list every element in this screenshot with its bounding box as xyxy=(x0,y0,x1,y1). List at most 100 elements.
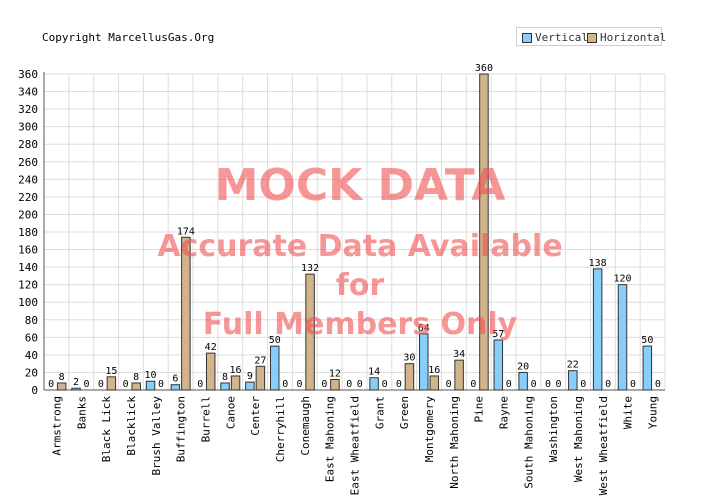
x-tick-label: Burrell xyxy=(199,396,212,442)
data-label-horizontal: 0 xyxy=(357,379,363,390)
bar-horizontal xyxy=(230,375,241,391)
legend-label-vertical: Vertical xyxy=(535,31,588,44)
bar-horizontal xyxy=(181,236,191,391)
data-label-vertical: 0 xyxy=(470,379,476,390)
bar-horizontal xyxy=(404,363,415,391)
x-tick-label: Montgomery xyxy=(423,396,436,463)
y-tick-label: 260 xyxy=(18,156,38,169)
x-tick-label: West Wheatfield xyxy=(597,396,610,495)
x-tick-label: Center xyxy=(249,396,262,436)
x-tick-label: Washington xyxy=(547,396,560,462)
x-tick-label: West Mahoning xyxy=(572,396,585,482)
bar-horizontal xyxy=(106,376,117,391)
bar-vertical xyxy=(518,371,528,391)
legend-swatch-horizontal xyxy=(587,32,597,43)
data-label-horizontal: 8 xyxy=(59,372,65,383)
data-label-horizontal: 12 xyxy=(329,368,341,379)
data-label-horizontal: 8 xyxy=(133,372,139,383)
bar-vertical xyxy=(493,339,504,391)
data-label-vertical: 0 xyxy=(98,379,104,390)
x-tick-label: Brush Valley xyxy=(150,396,163,476)
bar-vertical xyxy=(568,370,578,391)
bar-horizontal xyxy=(429,375,440,391)
legend-item-horizontal: Horizontal xyxy=(587,31,666,44)
y-tick-label: 80 xyxy=(25,314,38,327)
data-label-vertical: 64 xyxy=(418,323,430,334)
y-tick-label: 100 xyxy=(18,296,38,309)
y-tick-label: 300 xyxy=(18,121,38,134)
bar-vertical xyxy=(71,387,81,391)
bar-vertical xyxy=(170,384,181,391)
bar-vertical xyxy=(245,381,255,391)
data-label-vertical: 57 xyxy=(492,329,504,340)
bar-horizontal xyxy=(255,365,266,391)
data-label-horizontal: 0 xyxy=(580,379,586,390)
data-label-vertical: 10 xyxy=(145,370,157,381)
bar-horizontal xyxy=(305,273,315,391)
y-tick-label: 360 xyxy=(18,68,38,81)
bar-vertical xyxy=(269,345,280,391)
x-tick-label: Canoe xyxy=(224,396,237,429)
x-tick-label: Cherryhill xyxy=(274,396,287,462)
data-label-vertical: 9 xyxy=(247,371,253,382)
data-label-vertical: 0 xyxy=(321,379,327,390)
data-label-vertical: 0 xyxy=(446,379,452,390)
copyright-text: Copyright MarcellusGas.Org xyxy=(42,31,215,44)
data-label-vertical: 0 xyxy=(545,379,551,390)
data-label-vertical: 0 xyxy=(297,379,303,390)
data-label-vertical: 120 xyxy=(613,274,631,285)
data-label-horizontal: 132 xyxy=(301,263,319,274)
data-label-horizontal: 0 xyxy=(282,379,288,390)
data-label-horizontal: 0 xyxy=(655,379,661,390)
data-label-horizontal: 0 xyxy=(506,379,512,390)
x-tick-label: Pine xyxy=(473,396,486,423)
y-tick-label: 0 xyxy=(31,384,38,397)
legend-item-vertical: Vertical xyxy=(522,31,588,44)
bar-vertical xyxy=(369,377,379,391)
bar-vertical xyxy=(592,268,603,391)
x-tick-label: Conemaugh xyxy=(299,396,312,456)
data-label-vertical: 138 xyxy=(589,258,607,269)
data-label-horizontal: 16 xyxy=(230,365,242,376)
y-tick-label: 120 xyxy=(18,279,38,292)
bar-horizontal xyxy=(205,352,216,391)
data-label-vertical: 6 xyxy=(172,374,178,385)
data-label-vertical: 22 xyxy=(567,360,579,371)
bar-horizontal xyxy=(330,378,340,391)
bar-horizontal xyxy=(56,382,67,391)
bar-horizontal xyxy=(131,382,141,391)
x-tick-label: Banks xyxy=(75,396,88,429)
data-label-vertical: 0 xyxy=(48,379,54,390)
y-tick-label: 320 xyxy=(18,103,38,116)
x-tick-label: Blacklick xyxy=(125,396,138,456)
x-tick-label: Green xyxy=(398,396,411,429)
legend-label-horizontal: Horizontal xyxy=(600,31,667,44)
data-label-vertical: 50 xyxy=(269,335,281,346)
y-tick-label: 240 xyxy=(18,173,38,186)
data-label-horizontal: 174 xyxy=(177,226,195,237)
x-tick-label: East Mahoning xyxy=(324,396,337,482)
data-label-horizontal: 0 xyxy=(382,379,388,390)
y-tick-label: 280 xyxy=(18,138,38,151)
y-tick-label: 200 xyxy=(18,208,38,221)
x-tick-label: North Mahoning xyxy=(448,396,461,489)
y-tick-label: 340 xyxy=(18,86,38,99)
bar-vertical xyxy=(220,382,230,391)
y-tick-label: 160 xyxy=(18,244,38,257)
data-label-vertical: 8 xyxy=(222,372,228,383)
x-tick-label: Young xyxy=(647,396,660,429)
data-label-horizontal: 16 xyxy=(428,365,440,376)
data-label-horizontal: 360 xyxy=(475,63,493,74)
data-label-vertical: 20 xyxy=(517,361,529,372)
data-label-horizontal: 0 xyxy=(531,379,537,390)
x-tick-label: Black Lick xyxy=(100,396,113,463)
x-tick-label: White xyxy=(622,396,635,429)
data-label-horizontal: 0 xyxy=(630,379,636,390)
data-label-horizontal: 0 xyxy=(605,379,611,390)
bar-vertical xyxy=(419,333,429,391)
x-tick-label: East Wheatfield xyxy=(349,396,362,495)
data-label-vertical: 0 xyxy=(396,379,402,390)
data-label-horizontal: 15 xyxy=(105,366,117,377)
bar-horizontal xyxy=(454,359,464,391)
y-tick-label: 140 xyxy=(18,261,38,274)
